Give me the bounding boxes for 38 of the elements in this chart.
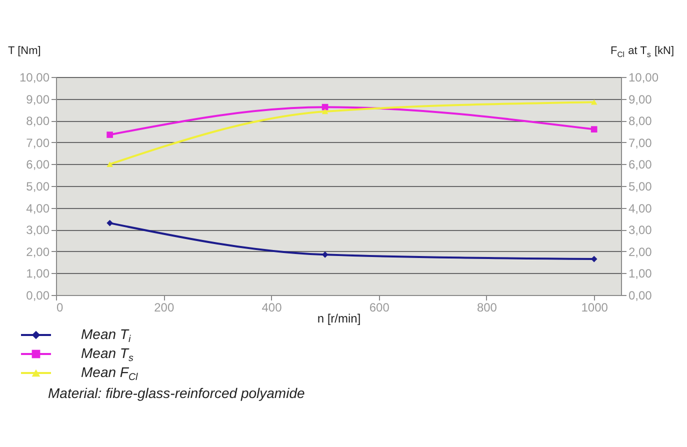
y-tick-label: 0,00 [26, 288, 50, 302]
y2-tick-label: 7,00 [628, 136, 652, 150]
x-tick-label: 0 [56, 300, 64, 314]
y-tick-label: 1,00 [26, 266, 50, 281]
y-tick-label: 5,00 [26, 180, 50, 194]
x-tick-label: 1000 [581, 300, 608, 314]
x-axis-title: n [r/min] [317, 312, 361, 326]
y2-tick-label: 8,00 [628, 114, 652, 128]
x-tick-label: 600 [369, 300, 390, 314]
y2-tick-label: 10,00 [628, 70, 659, 84]
y-axis-title: T [Nm] [8, 45, 41, 57]
y-tick-label: 7,00 [26, 136, 50, 150]
y-tick-label: 9,00 [26, 92, 50, 106]
point [322, 252, 328, 258]
x-tick-label: 400 [262, 300, 282, 314]
y2-tick-label: 4,00 [628, 201, 652, 216]
point [106, 161, 113, 167]
y2-tick-label: 6,00 [628, 158, 652, 172]
y2-tick-label: 3,00 [628, 223, 652, 238]
y-tick-label: 2,00 [26, 244, 50, 259]
point [106, 132, 113, 138]
y-tick-label: 3,00 [26, 223, 50, 238]
point [590, 126, 598, 132]
point [590, 99, 598, 105]
x-tick-label: 200 [154, 300, 174, 314]
y-tick-label: 8,00 [26, 114, 50, 128]
x-tick-label: 800 [476, 300, 498, 314]
y2-tick-label: 9,00 [628, 92, 652, 106]
point [106, 220, 113, 226]
y2-tick-label: 2,00 [628, 244, 652, 259]
y-tick-label: 6,00 [26, 158, 50, 172]
y2-tick-label: 1,00 [628, 266, 652, 281]
y-tick-label: 4,00 [26, 201, 50, 216]
y-tick-label: 10,00 [19, 70, 50, 84]
y2-tick-label: 5,00 [628, 180, 652, 194]
point [322, 108, 328, 114]
y2-tick-label: 0,00 [628, 288, 652, 302]
text: Material: fibre-glass-reinforced polyamide [48, 385, 305, 401]
